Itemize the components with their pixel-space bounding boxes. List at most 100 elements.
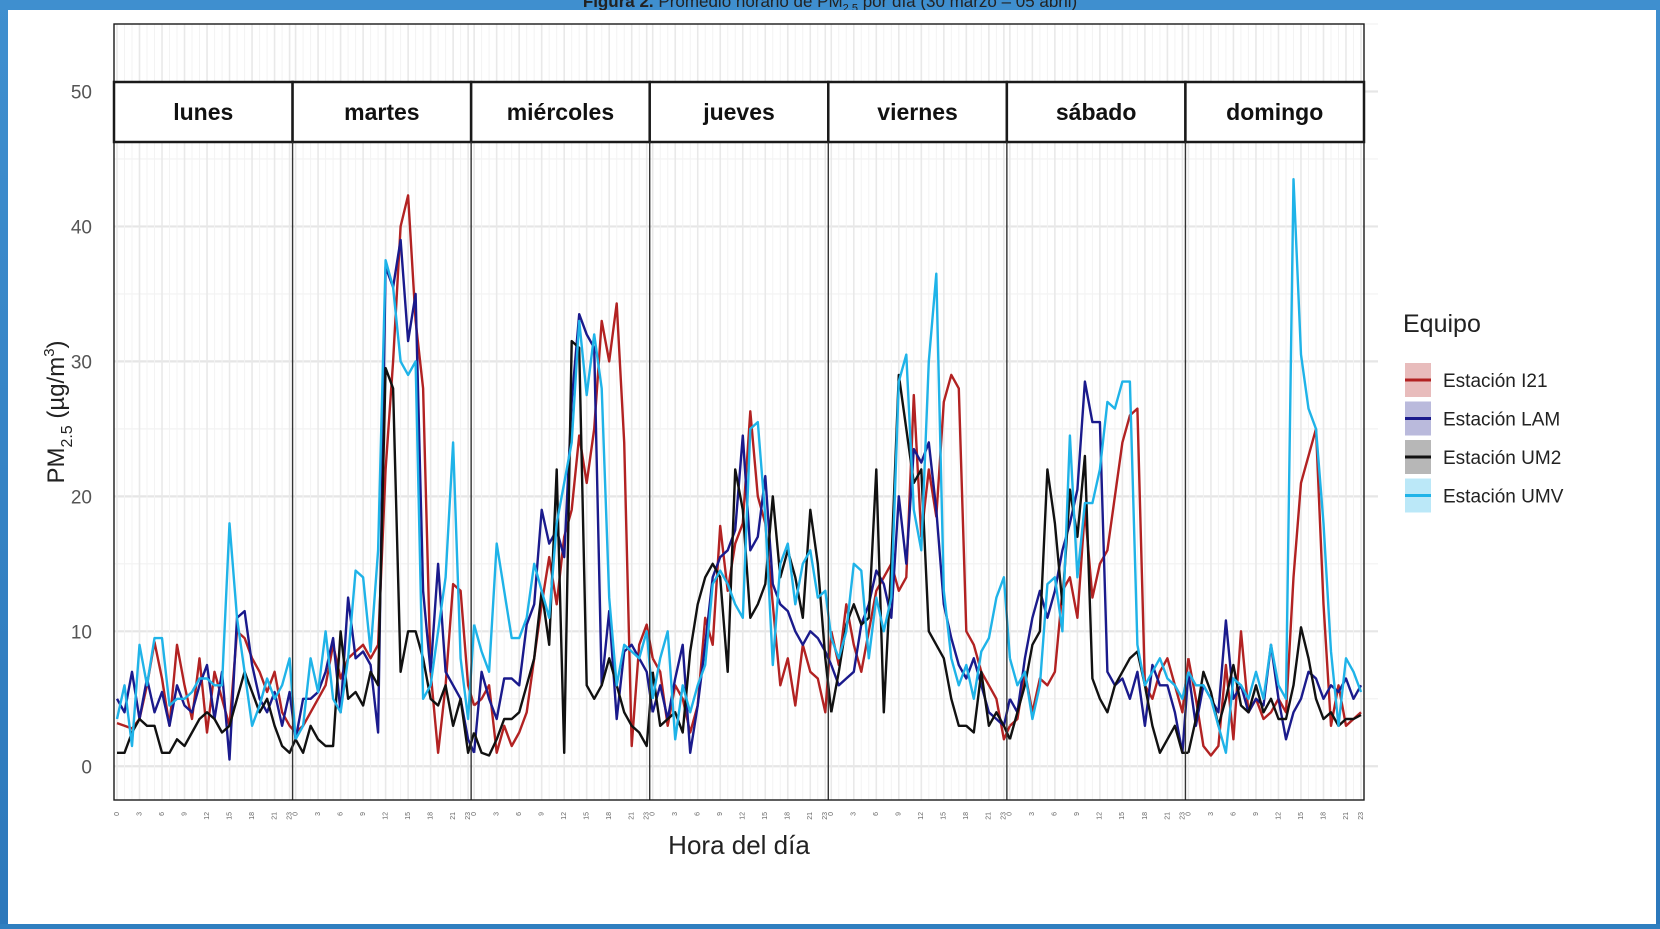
series-line-lam-jueves xyxy=(651,434,833,754)
series-line-lam-sábado xyxy=(1008,380,1190,754)
x-tick-label: 12 xyxy=(1275,812,1282,820)
series-line-lam-miércoles xyxy=(472,313,654,753)
x-tick-label: 15 xyxy=(762,812,769,820)
y-tick-label: 20 xyxy=(71,487,92,508)
y-axis-title-main: PM xyxy=(43,448,70,484)
x-tick-label: 23 xyxy=(465,812,472,820)
series-line-um2-miércoles xyxy=(472,339,654,757)
x-tick-label: 12 xyxy=(204,812,211,820)
series-line-umv-viernes xyxy=(830,272,1012,700)
x-tick-label: 6 xyxy=(873,812,880,816)
x-tick-label: 18 xyxy=(606,812,613,820)
series-line-umv-sábado xyxy=(1008,380,1190,721)
x-tick-label: 3 xyxy=(315,812,322,816)
x-tick-label: 9 xyxy=(539,812,546,816)
x-tick-label: 15 xyxy=(1119,812,1126,820)
x-axis-title: Hora del día xyxy=(668,830,810,860)
y-axis-title-unit: (µg/m xyxy=(43,357,70,426)
x-tick-label: 18 xyxy=(1142,812,1149,820)
facet-label: sábado xyxy=(1056,99,1137,125)
x-tick-label: 0 xyxy=(1007,812,1014,816)
legend-entry: Estación UMV xyxy=(1443,487,1564,508)
x-tick-label: 18 xyxy=(427,812,434,820)
x-tick-label: 0 xyxy=(114,812,121,816)
x-tick-label: 18 xyxy=(963,812,970,820)
series-line-lam-domingo xyxy=(1187,619,1363,741)
legend-title: Equipo xyxy=(1403,310,1481,338)
x-tick-label: 23 xyxy=(644,812,651,820)
y-tick-label: 40 xyxy=(71,217,92,238)
facet-strip-layer: lunes martes miércoles jueves viernes sábado d… xyxy=(112,23,1366,801)
y-axis-title-close: ) xyxy=(43,340,70,348)
chart-canvas: lunes martes miércoles jueves viernes sábado d… xyxy=(8,10,1656,924)
figure-caption-suffix: por día (30 marzo – 05 abril) xyxy=(857,0,1078,11)
series-line-um2-lunes xyxy=(117,670,297,754)
x-tick-label: 15 xyxy=(1298,812,1305,820)
x-tick-label: 21 xyxy=(1164,812,1171,820)
x-tick-label: 0 xyxy=(650,812,657,816)
x-tick-label: 15 xyxy=(584,812,591,820)
x-tick-label: 0 xyxy=(1185,812,1192,816)
x-tick-label: 9 xyxy=(1074,812,1081,816)
x-tick-label: 6 xyxy=(1230,812,1237,816)
legend-entry: Estación I21 xyxy=(1443,371,1548,392)
x-tick-label: 6 xyxy=(516,812,523,816)
x-tick-label: 12 xyxy=(740,812,747,820)
x-tick-label: 12 xyxy=(918,812,925,820)
x-tick-label: 15 xyxy=(941,812,948,820)
series-line-umv-domingo xyxy=(1187,177,1363,754)
x-tick-label: 6 xyxy=(695,812,702,816)
facet-strip-3 xyxy=(648,80,830,144)
legend-entry: Estación UM2 xyxy=(1443,448,1561,469)
facet-strip-6 xyxy=(1184,80,1366,144)
x-tick-label: 18 xyxy=(249,812,256,820)
x-tick-label: 23 xyxy=(286,812,293,820)
series-line-umv-miércoles xyxy=(472,319,654,699)
x-tick-label: 0 xyxy=(828,812,835,816)
x-tick-label: 9 xyxy=(1253,812,1260,816)
x-tick-label: 18 xyxy=(785,812,792,820)
facet-strip-4 xyxy=(827,80,1009,144)
x-tick-label: 3 xyxy=(851,812,858,816)
x-tick-label: 3 xyxy=(136,812,143,816)
pm25-faceted-line-chart: lunes martes miércoles jueves viernes sábado d… xyxy=(41,23,1564,860)
x-tick-label: 3 xyxy=(1029,812,1036,816)
facet-label: lunes xyxy=(173,99,233,125)
facet-strip-2 xyxy=(469,80,651,144)
series-layer xyxy=(115,177,1363,761)
x-tick-label: 9 xyxy=(717,812,724,816)
x-tick-label: 21 xyxy=(450,812,457,820)
y-tick-label: 0 xyxy=(81,757,92,778)
x-tick-label: 9 xyxy=(896,812,903,816)
figure-caption-text: Promedio horario de PM xyxy=(658,0,843,11)
series-line-umv-jueves xyxy=(651,420,833,741)
series-line-um2-viernes xyxy=(830,373,1011,740)
x-tick-label: 9 xyxy=(181,812,188,816)
x-tick-label: 9 xyxy=(360,812,367,816)
x-tick-label: 21 xyxy=(271,812,278,820)
x-tick-label: 23 xyxy=(1358,812,1365,820)
x-tick-label: 6 xyxy=(337,812,344,816)
x-tick-label: 12 xyxy=(1097,812,1104,820)
x-tick-label: 0 xyxy=(292,812,299,816)
y-axis-title-sup: 3 xyxy=(41,348,58,356)
x-tick-label: 23 xyxy=(1001,812,1008,820)
facet-label: miércoles xyxy=(507,99,614,125)
x-tick-label: 21 xyxy=(986,812,993,820)
x-tick-label: 21 xyxy=(1343,812,1350,820)
x-tick-label: 15 xyxy=(405,812,412,820)
series-line-umv-martes xyxy=(294,258,476,740)
y-axis-title: PM2.5 (µg/m3) xyxy=(41,340,76,483)
series-line-um2-martes xyxy=(294,366,476,754)
facet-label: martes xyxy=(344,99,419,125)
x-tick-label: 3 xyxy=(1208,812,1215,816)
x-tick-label: 23 xyxy=(822,812,829,820)
figure-caption-prefix: Figura 2. xyxy=(582,0,654,11)
legend: Equipo Estación I21 Estación LAM Estación U… xyxy=(1403,310,1564,513)
x-tick-label: 0 xyxy=(471,812,478,816)
x-tick-label: 15 xyxy=(226,812,233,820)
facet-label: viernes xyxy=(877,99,958,125)
x-tick-label: 21 xyxy=(807,812,814,820)
